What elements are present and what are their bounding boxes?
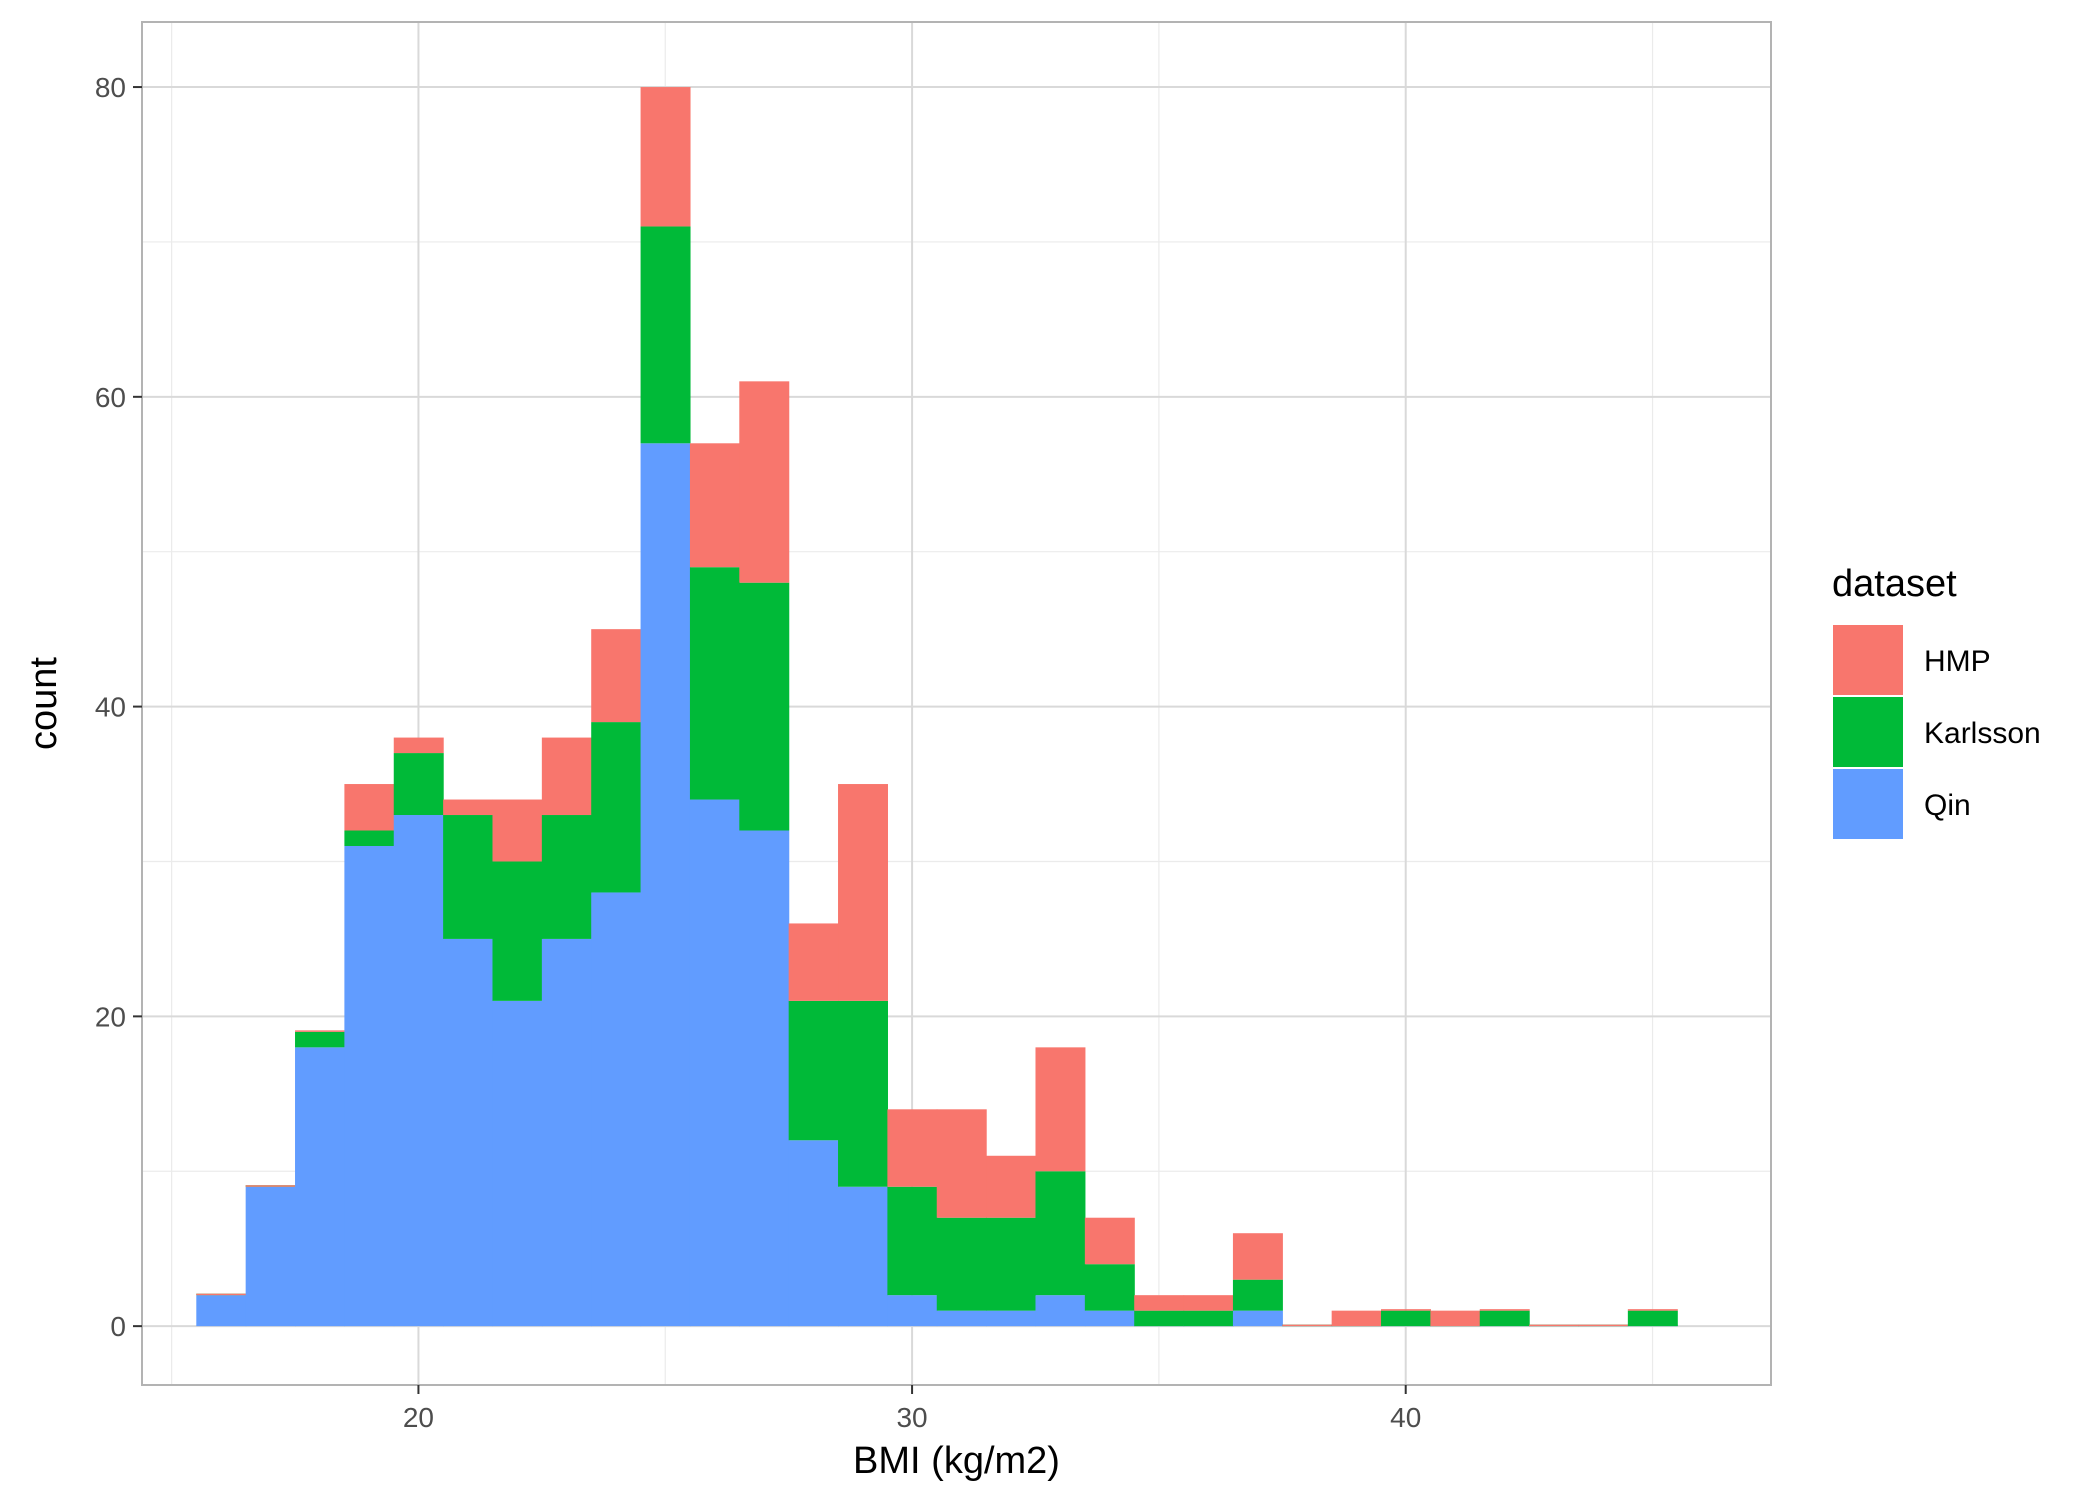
bar-hmp-bin-2 [295,1030,345,1032]
bar-karlsson-bin-14 [887,1186,938,1296]
bar-karlsson-bin-13 [838,1000,888,1187]
bar-hmp-bin-14 [887,1109,938,1187]
bar-qin-bin-9 [640,443,691,1327]
bar-hmp-bin-28 [1578,1324,1629,1327]
bar-karlsson-bin-18 [1084,1264,1135,1311]
x-tick-label: 20 [403,1402,434,1433]
bar-karlsson-bin-10 [689,567,740,800]
bar-qin-bin-21 [1232,1310,1283,1327]
bar-hmp-bin-8 [591,629,642,723]
bar-karlsson-bin-11 [739,582,790,831]
bar-hmp-bin-13 [838,784,888,1001]
y-tick-label: 40 [95,692,126,723]
bar-karlsson-bin-24 [1381,1310,1431,1327]
bar-qin-bin-12 [788,1140,839,1327]
legend-label-qin: Qin [1924,789,1971,822]
bar-qin-bin-5 [443,938,494,1327]
bar-qin-bin-4 [393,815,444,1327]
bar-qin-bin-8 [591,892,642,1327]
bar-karlsson-bin-15 [936,1217,987,1311]
bar-qin-bin-18 [1084,1310,1135,1327]
bar-hmp-bin-5 [443,799,494,816]
bar-hmp-bin-24 [1381,1309,1431,1311]
bar-karlsson-bin-6 [492,861,543,1001]
bar-hmp-bin-4 [393,737,444,754]
bar-qin-bin-10 [689,799,740,1327]
bar-karlsson-bin-8 [591,722,642,893]
x-tick-label: 30 [896,1402,927,1433]
bar-karlsson-bin-4 [393,753,444,816]
bar-hmp-bin-27 [1529,1324,1580,1327]
bar-hmp-bin-17 [1035,1047,1086,1172]
bar-hmp-bin-29 [1627,1309,1678,1311]
bar-hmp-bin-18 [1084,1217,1135,1265]
bar-karlsson-bin-7 [541,815,592,939]
bar-hmp-bin-9 [640,87,691,227]
bar-hmp-bin-26 [1479,1309,1530,1311]
bar-hmp-bin-19 [1134,1295,1185,1311]
legend-label-karlsson: Karlsson [1924,717,2041,750]
bar-hmp-bin-20 [1183,1295,1234,1311]
bar-hmp-bin-21 [1232,1233,1283,1280]
bar-qin-bin-1 [245,1186,296,1327]
bar-hmp-bin-7 [541,737,592,816]
bar-hmp-bin-10 [689,443,740,568]
x-axis-ticks: 20 30 40 [403,1385,1421,1433]
bar-qin-bin-3 [344,845,395,1327]
y-tick-label: 0 [110,1311,126,1342]
bar-hmp-bin-0 [196,1293,247,1296]
bar-qin-bin-17 [1035,1295,1086,1327]
bar-karlsson-bin-20 [1183,1310,1234,1327]
legend-key-karlsson [1831,695,1905,769]
bar-hmp-bin-12 [788,923,839,1001]
bar-qin-bin-0 [196,1295,247,1327]
bar-qin-bin-13 [838,1186,888,1327]
bar-qin-bin-7 [541,938,592,1327]
legend-key-qin [1831,767,1905,841]
bar-hmp-bin-15 [936,1109,987,1218]
bar-karlsson-bin-16 [986,1217,1037,1311]
x-axis-title: BMI (kg/m2) [853,1440,1060,1482]
bar-karlsson-bin-3 [344,830,395,846]
y-axis-ticks: 0 20 40 60 80 [95,72,142,1342]
bar-hmp-bin-6 [492,799,543,862]
bar-hmp-bin-16 [986,1155,1037,1218]
bar-qin-bin-15 [936,1310,987,1327]
bar-qin-bin-6 [492,1000,543,1327]
bar-hmp-bin-23 [1331,1310,1382,1327]
bar-karlsson-bin-19 [1134,1310,1185,1327]
y-tick-label: 60 [95,382,126,413]
bar-hmp-bin-1 [245,1185,296,1187]
bar-karlsson-bin-9 [640,226,691,444]
y-tick-label: 80 [95,72,126,103]
bar-karlsson-bin-29 [1627,1310,1678,1327]
x-tick-label: 40 [1390,1402,1421,1433]
y-tick-label: 20 [95,1001,126,1032]
panel-border [141,21,1772,1386]
bar-karlsson-bin-2 [295,1031,345,1048]
bar-qin-bin-14 [887,1295,938,1327]
y-axis-title: count [23,657,65,750]
bar-karlsson-bin-17 [1035,1171,1086,1296]
bar-qin-bin-2 [295,1047,345,1327]
bar-karlsson-bin-26 [1479,1310,1530,1327]
bar-hmp-bin-3 [344,784,395,831]
bar-karlsson-bin-21 [1232,1279,1283,1311]
legend-label-hmp: HMP [1924,645,1991,678]
bar-karlsson-bin-5 [443,815,494,939]
legend: dataset HMP Karlsson Qin [1831,563,2041,841]
legend-key-hmp [1831,623,1905,697]
histogram-bars [196,87,1678,1327]
bar-qin-bin-16 [986,1310,1037,1327]
bar-hmp-bin-22 [1282,1324,1333,1327]
bar-hmp-bin-25 [1430,1310,1481,1327]
bar-qin-bin-11 [739,830,790,1327]
bar-karlsson-bin-12 [788,1000,839,1141]
legend-title: dataset [1832,563,1957,605]
bar-hmp-bin-11 [739,381,790,583]
